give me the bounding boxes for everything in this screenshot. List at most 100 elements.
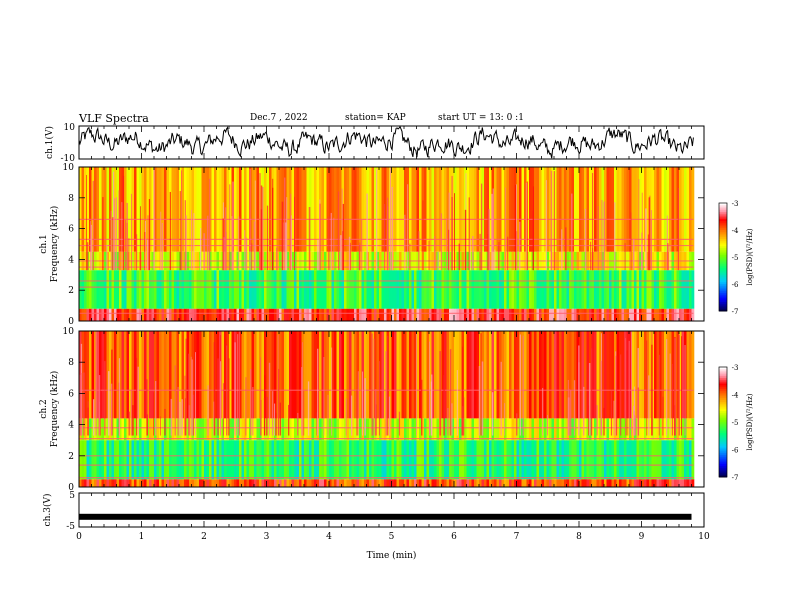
psd-cell [144, 418, 147, 441]
psd-cell [156, 440, 160, 480]
psd-cell [606, 440, 610, 480]
psd-cell [256, 270, 260, 309]
psd-cell [464, 418, 467, 441]
psd-cell [501, 308, 505, 321]
psd-cell [489, 479, 492, 487]
psd-cell [396, 479, 400, 487]
psd-cell [204, 440, 207, 480]
psd-cell [171, 418, 175, 441]
psd-cell [121, 418, 125, 441]
psd-cell [271, 331, 275, 419]
psd-cell [684, 167, 687, 252]
psd-cell [556, 308, 560, 321]
psd-cell [469, 479, 472, 487]
psd-cell [144, 167, 147, 252]
psd-cell [546, 308, 550, 321]
psd-cell [134, 308, 137, 321]
psd-cell [129, 440, 132, 480]
colorbar-cell [719, 294, 727, 298]
psd-cell [354, 331, 357, 419]
psd-cell [466, 331, 470, 419]
psd-cell [324, 270, 327, 309]
psd-cell [539, 331, 542, 419]
psd-cell [414, 418, 417, 441]
psd-cell [274, 331, 277, 419]
psd-cell [414, 308, 417, 321]
psd-cell [156, 418, 160, 441]
psd-cell [96, 479, 100, 487]
psd-cell [416, 479, 420, 487]
psd-cell [346, 331, 350, 419]
colorbar-cell [719, 422, 727, 425]
psd-cell [559, 270, 562, 309]
psd-cell [121, 270, 125, 309]
psd-cell [534, 418, 537, 441]
psd-cell [476, 479, 480, 487]
psd-cell [556, 418, 560, 441]
psd-cell [554, 479, 557, 487]
psd-cell [366, 331, 370, 419]
psd-cell [509, 270, 512, 309]
psd-cell [499, 331, 502, 419]
colorbar-cell [719, 217, 727, 220]
psd-cell [79, 479, 82, 487]
psd-cell [109, 308, 112, 321]
psd-cell [604, 440, 607, 480]
psd-cell [504, 308, 507, 321]
psd-cell [419, 418, 422, 441]
psd-cell [114, 440, 117, 480]
psd-cell [339, 308, 342, 321]
psd-cell [336, 479, 340, 487]
psd-cell [384, 270, 387, 309]
psd-cell [441, 440, 445, 480]
psd-cell [196, 418, 200, 441]
psd-cell [524, 167, 527, 252]
psd-cell [374, 308, 377, 321]
psd-cell [486, 270, 490, 309]
psd-cell [571, 167, 575, 252]
psd-cell [526, 331, 530, 419]
ch1-ytick-label: 10 [64, 123, 76, 133]
psd-cell [594, 440, 597, 480]
psd-cell [679, 331, 682, 419]
x-tick-label: 5 [389, 532, 395, 542]
psd-cell [504, 479, 507, 487]
psd-cell [111, 167, 115, 252]
psd-cell [121, 331, 125, 419]
colorbar-cell [719, 219, 727, 222]
psd-cell [616, 270, 620, 309]
psd-cell [141, 418, 145, 441]
psd-cell [84, 479, 87, 487]
psd-cell [619, 479, 622, 487]
psd-cell [494, 418, 497, 441]
psd-cell [266, 270, 270, 309]
psd-cell [456, 167, 460, 252]
psd-cell [196, 479, 200, 487]
psd-cell [341, 331, 345, 419]
psd-cell [364, 479, 367, 487]
psd-cell [616, 479, 620, 487]
psd-cell [566, 479, 570, 487]
psd-cell [521, 270, 525, 309]
psd-cell [106, 440, 110, 480]
psd-cell [499, 479, 502, 487]
psd-cell [681, 308, 685, 321]
psd-cell [126, 440, 130, 480]
psd-cell [589, 479, 592, 487]
psd-cell [584, 308, 587, 321]
psd-cell [474, 440, 477, 480]
psd-cell [376, 270, 380, 309]
psd-cell [114, 479, 117, 487]
psd-cell [574, 479, 577, 487]
psd-cell [484, 167, 487, 252]
psd-cell [401, 308, 405, 321]
psd-cell [641, 167, 645, 252]
psd-cell [339, 479, 342, 487]
psd-cell [361, 308, 365, 321]
psd-cell [536, 331, 540, 419]
psd-cell [261, 331, 265, 419]
psd-cell [621, 167, 625, 252]
psd-cell [81, 479, 85, 487]
psd-cell [86, 440, 90, 480]
psd-cell [306, 479, 310, 487]
